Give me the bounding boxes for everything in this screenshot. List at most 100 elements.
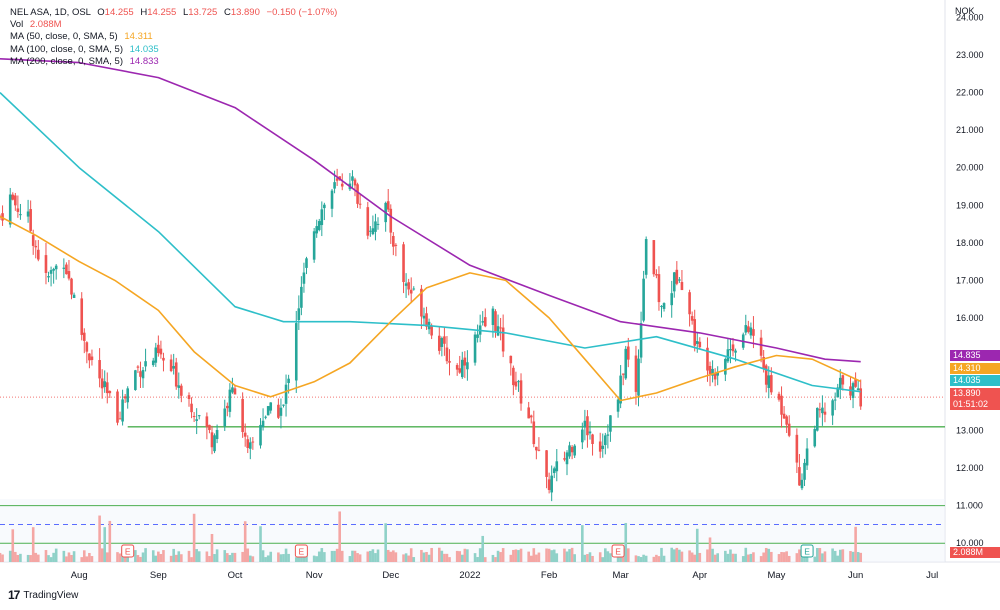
candle-up — [711, 368, 714, 376]
candle-up — [800, 479, 804, 489]
volume-bar — [88, 552, 91, 562]
candle-down — [494, 311, 497, 332]
volume-bar — [752, 552, 755, 562]
low-key: L — [182, 7, 189, 18]
symbol-label[interactable]: NEL ASA, 1D, OSL — [10, 7, 91, 18]
candle-up — [517, 381, 520, 383]
open-key: O — [97, 7, 105, 18]
earnings-marker — [294, 544, 308, 558]
legend-vol-row[interactable]: Vol 2.088M — [10, 19, 337, 31]
earnings-marker — [121, 544, 135, 558]
candle-up — [838, 377, 842, 389]
candle-up — [815, 407, 819, 431]
candle-up — [496, 326, 500, 336]
candle-down — [759, 337, 763, 356]
candle-down — [859, 388, 863, 407]
candle-up — [49, 270, 53, 274]
candle-down — [425, 313, 428, 327]
volume-bar — [726, 553, 730, 562]
volume-bar — [315, 556, 319, 562]
volume-bar — [105, 552, 109, 562]
volume-bar — [8, 550, 12, 562]
legend-ma200-row[interactable]: MA (200, close, 0, SMA, 5) 14.833 — [10, 56, 337, 68]
volume-bar — [535, 554, 538, 562]
volume-bar — [139, 556, 142, 562]
volume-bar — [300, 554, 303, 562]
candle-up — [72, 294, 76, 298]
candle-down — [335, 178, 339, 181]
volume-bar — [831, 548, 834, 562]
ma50-price-tag: 14.310 — [950, 363, 1000, 374]
candle-down — [570, 446, 574, 453]
volume-bar — [279, 554, 283, 562]
candle-up — [215, 429, 219, 440]
candle-down — [655, 274, 658, 276]
candle-down — [402, 244, 405, 283]
countdown-tag: 01:51:02 — [950, 399, 1000, 410]
candle-down — [246, 439, 250, 448]
volume-bar — [688, 550, 691, 562]
volume-bar — [532, 548, 536, 562]
candle-up — [803, 462, 806, 480]
volume-bar — [759, 556, 763, 562]
volume-bar — [512, 549, 515, 562]
volume-bar — [604, 548, 607, 562]
volume-bar — [731, 553, 735, 562]
volume-bar — [210, 533, 214, 562]
candle-up — [177, 385, 181, 388]
volume-bar — [729, 549, 732, 562]
candle-down — [501, 327, 505, 352]
candle-down — [535, 446, 538, 451]
volume-bar — [716, 553, 719, 562]
volume-bar — [706, 549, 709, 562]
candle-down — [123, 396, 127, 399]
volume-bar — [660, 547, 663, 562]
volume-bar — [675, 547, 679, 562]
volume-bar — [90, 556, 94, 562]
tradingview-footer[interactable]: 17 TradingView — [8, 588, 78, 602]
volume-bar — [44, 550, 48, 562]
last-price-tag: 13.890 — [950, 388, 1000, 399]
volume-bar — [445, 553, 449, 562]
volume-bar — [545, 548, 548, 562]
candle-down — [210, 432, 214, 448]
candle-down — [392, 236, 395, 247]
candle-down — [180, 385, 183, 396]
volume-bar — [695, 528, 699, 562]
volume-bar — [787, 555, 791, 562]
candle-down — [626, 346, 630, 360]
legend-ma100-row[interactable]: MA (100, close, 0, SMA, 5) 14.035 — [10, 44, 337, 56]
chart-legend: NEL ASA, 1D, OSL O14.255 H14.255 L13.725… — [10, 7, 337, 68]
legend-symbol-row: NEL ASA, 1D, OSL O14.255 H14.255 L13.725… — [10, 7, 337, 19]
candle-down — [82, 332, 86, 341]
open-value: 14.255 — [104, 7, 134, 18]
volume-bar — [724, 550, 727, 562]
volume-bar — [333, 550, 336, 562]
candle-down — [430, 326, 433, 336]
vol-label: Vol — [10, 19, 24, 31]
candle-down — [443, 336, 446, 344]
volume-bar — [598, 552, 602, 562]
volume-bar — [338, 511, 341, 562]
candle-down — [34, 245, 38, 248]
candle-down — [708, 365, 712, 374]
volume-bar — [849, 551, 852, 562]
volume-bar — [481, 535, 485, 562]
volume-bar — [305, 552, 308, 562]
candle-down — [366, 207, 370, 236]
volume-bar — [537, 552, 541, 562]
volume-bar — [851, 551, 855, 562]
volume-bar — [67, 552, 71, 562]
legend-ma50-row[interactable]: MA (50, close, 0, SMA, 5) 14.311 — [10, 31, 337, 43]
volume-bar — [425, 551, 428, 562]
volume-bar — [358, 554, 362, 562]
volume-bar — [833, 550, 837, 562]
volume-bar — [856, 552, 860, 562]
volume-bar — [404, 553, 408, 562]
candle-down — [841, 375, 845, 385]
candle-down — [98, 360, 101, 379]
volume-bar — [11, 529, 15, 562]
candle-down — [545, 450, 548, 477]
